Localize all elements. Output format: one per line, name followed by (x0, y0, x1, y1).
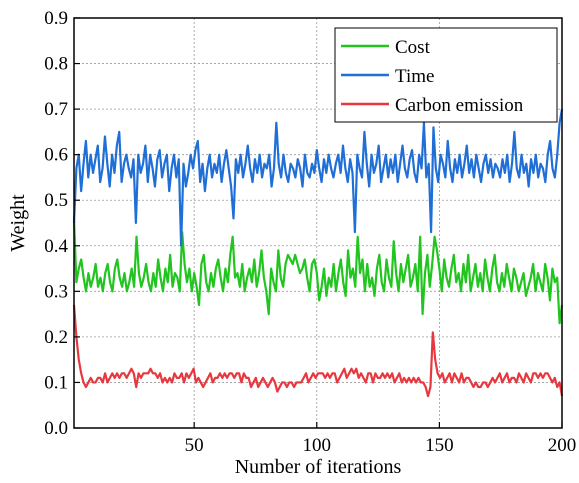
plot-frame (73, 17, 563, 429)
x-tick-label: 50 (185, 435, 204, 456)
y-tick-label: 0.6 (44, 145, 68, 166)
legend-label-time: Time (395, 66, 434, 87)
axis-ticks: 50 100 150 200 0.0 0.1 0.2 0.3 0.4 0.5 0.6 0.7 0.8 0.… (44, 8, 576, 456)
x-tick-label: 100 (303, 435, 332, 456)
legend-label-carbon-emission: Carbon emission (395, 95, 524, 116)
y-tick-label: 0.1 (44, 372, 68, 393)
series-line-cost (72, 218, 564, 325)
y-tick-label: 0.4 (44, 236, 68, 257)
y-tick-label: 0.9 (44, 8, 68, 29)
y-axis-title: Weight (7, 194, 29, 252)
y-tick-label: 0.5 (44, 190, 68, 211)
y-tick-label: 0.0 (44, 418, 68, 439)
legend: Cost Time Carbon emission (334, 27, 558, 123)
x-axis-title: Number of iterations (235, 456, 402, 478)
y-tick-label: 0.3 (44, 281, 68, 302)
legend-label-cost: Cost (395, 37, 431, 58)
series-line-time (72, 108, 564, 247)
y-tick-label: 0.8 (44, 54, 68, 75)
series-lines (72, 108, 564, 398)
y-tick-label: 0.2 (44, 327, 68, 348)
y-tick-label: 0.7 (44, 99, 68, 120)
x-tick-label: 150 (425, 435, 454, 456)
series-line-carbon-emission (72, 304, 564, 398)
x-tick-label: 200 (548, 435, 577, 456)
